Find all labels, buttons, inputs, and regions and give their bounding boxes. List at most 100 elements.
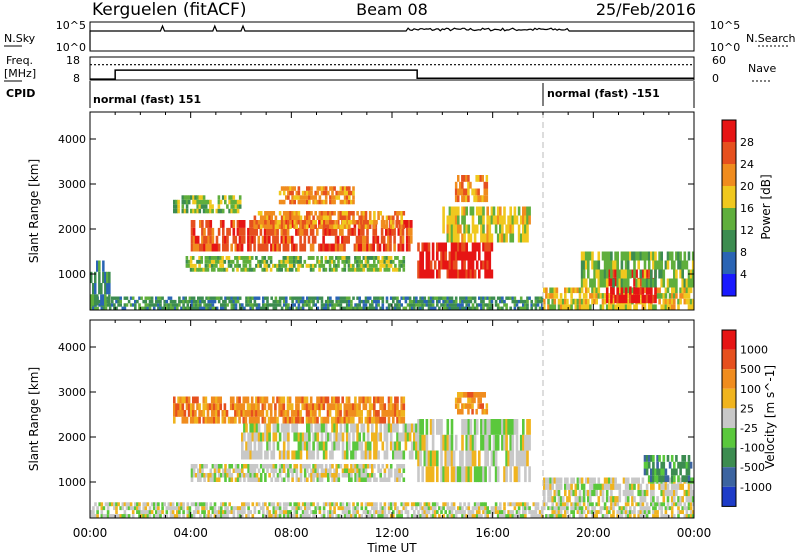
- heatmap-cell: [429, 419, 433, 435]
- heatmap-cell: [377, 514, 380, 518]
- heatmap-cell: [610, 514, 613, 518]
- heatmap-cell: [444, 434, 447, 451]
- heatmap-cell: [226, 514, 229, 518]
- heatmap-cell: [637, 489, 640, 497]
- heatmap-cell: [677, 510, 680, 514]
- heatmap-cell: [331, 510, 334, 514]
- heatmap-cell: [163, 514, 166, 518]
- heatmap-cell: [486, 242, 489, 252]
- heatmap-cell: [198, 267, 201, 272]
- heatmap-cell: [362, 235, 365, 244]
- heatmap-cell: [264, 220, 267, 225]
- heatmap-cell: [329, 299, 332, 304]
- heatmap-cell: [366, 267, 370, 272]
- heatmap-cell: [496, 206, 500, 216]
- heatmap-cell: [385, 306, 389, 310]
- heatmap-cell: [610, 286, 613, 295]
- heatmap-cell: [352, 441, 355, 451]
- heatmap-cell: [404, 506, 408, 511]
- heatmap-cell: [381, 464, 385, 469]
- heatmap-cell: [660, 461, 663, 469]
- heatmap-cell: [360, 410, 363, 417]
- heatmap-cell: [205, 243, 208, 252]
- heatmap-cell: [299, 195, 303, 200]
- heatmap-cell: [496, 306, 500, 310]
- heatmap-cell: [268, 441, 271, 451]
- heatmap-cell: [538, 510, 542, 514]
- heatmap-cell: [666, 506, 670, 511]
- heatmap-cell: [238, 220, 242, 228]
- heatmap-cell: [90, 510, 93, 514]
- heatmap-cell: [246, 267, 250, 272]
- heatmap-cell: [656, 461, 659, 469]
- heatmap-cell: [274, 514, 278, 518]
- heatmap-cell: [383, 224, 387, 229]
- heatmap-cell: [312, 296, 315, 300]
- heatmap-cell: [291, 243, 294, 252]
- heatmap-cell: [264, 477, 267, 482]
- heatmap-cell: [261, 259, 264, 264]
- heatmap-cell: [436, 299, 439, 304]
- heatmap-cell: [285, 306, 288, 310]
- heatmap-cell: [452, 242, 456, 252]
- heatmap-cell: [593, 506, 596, 511]
- heatmap-cell: [410, 502, 414, 507]
- heatmap-cell: [561, 298, 565, 305]
- heatmap-cell: [473, 188, 476, 196]
- heatmap-cell: [265, 227, 269, 236]
- heatmap-cell: [138, 306, 141, 310]
- heatmap-cell: [398, 450, 401, 460]
- heatmap-cell: [494, 434, 498, 451]
- heatmap-cell: [352, 416, 355, 424]
- heatmap-cell: [333, 263, 336, 268]
- heatmap-cell: [406, 510, 410, 514]
- heatmap-cell: [524, 233, 527, 243]
- heatmap-cell: [635, 251, 638, 261]
- heatmap-cell: [442, 434, 445, 451]
- heatmap-cell: [289, 215, 292, 220]
- heatmap-cell: [578, 287, 582, 294]
- heatmap-cell: [356, 473, 359, 478]
- heatmap-cell: [394, 502, 397, 507]
- heatmap-cell: [330, 243, 334, 252]
- heatmap-cell: [459, 506, 462, 511]
- heatmap-cell: [433, 306, 437, 310]
- heatmap-cell: [241, 441, 244, 451]
- heatmap-cell: [278, 396, 281, 404]
- heatmap-cell: [421, 269, 424, 279]
- heatmap-cell: [652, 294, 655, 304]
- heatmap-cell: [513, 306, 517, 310]
- heatmap-cell: [603, 502, 607, 507]
- heatmap-cell: [299, 215, 303, 220]
- heatmap-cell: [163, 303, 166, 307]
- heatmap-cell: [501, 224, 504, 234]
- heatmap-cell: [295, 510, 299, 514]
- colorbar-swatch: [722, 408, 736, 428]
- heatmap-cell: [345, 215, 349, 220]
- heatmap-cell: [656, 496, 659, 503]
- heatmap-cell: [561, 502, 565, 507]
- heatmap-cell: [448, 206, 452, 216]
- heatmap-cell: [301, 263, 304, 268]
- heatmap-cell: [666, 502, 670, 507]
- heatmap-cell: [471, 303, 475, 307]
- heatmap-cell: [249, 306, 252, 310]
- heatmap-cell: [343, 267, 347, 272]
- heatmap-cell: [645, 251, 649, 261]
- heatmap-cell: [316, 396, 319, 404]
- heatmap-cell: [215, 396, 218, 404]
- heatmap-cell: [450, 296, 454, 300]
- heatmap-cell: [176, 306, 179, 310]
- heatmap-cell: [330, 227, 334, 236]
- heatmap-cell: [350, 220, 353, 225]
- heatmap-cell: [454, 303, 458, 307]
- heatmap-cell: [475, 188, 478, 196]
- heatmap-cell: [373, 296, 376, 300]
- heatmap-cell: [318, 243, 321, 252]
- heatmap-cell: [553, 287, 557, 294]
- heatmap-cell: [687, 502, 691, 507]
- heatmap-cell: [483, 181, 486, 189]
- heatmap-cell: [675, 269, 678, 279]
- heatmap-cell: [660, 304, 663, 310]
- heatmap-cell: [459, 306, 462, 310]
